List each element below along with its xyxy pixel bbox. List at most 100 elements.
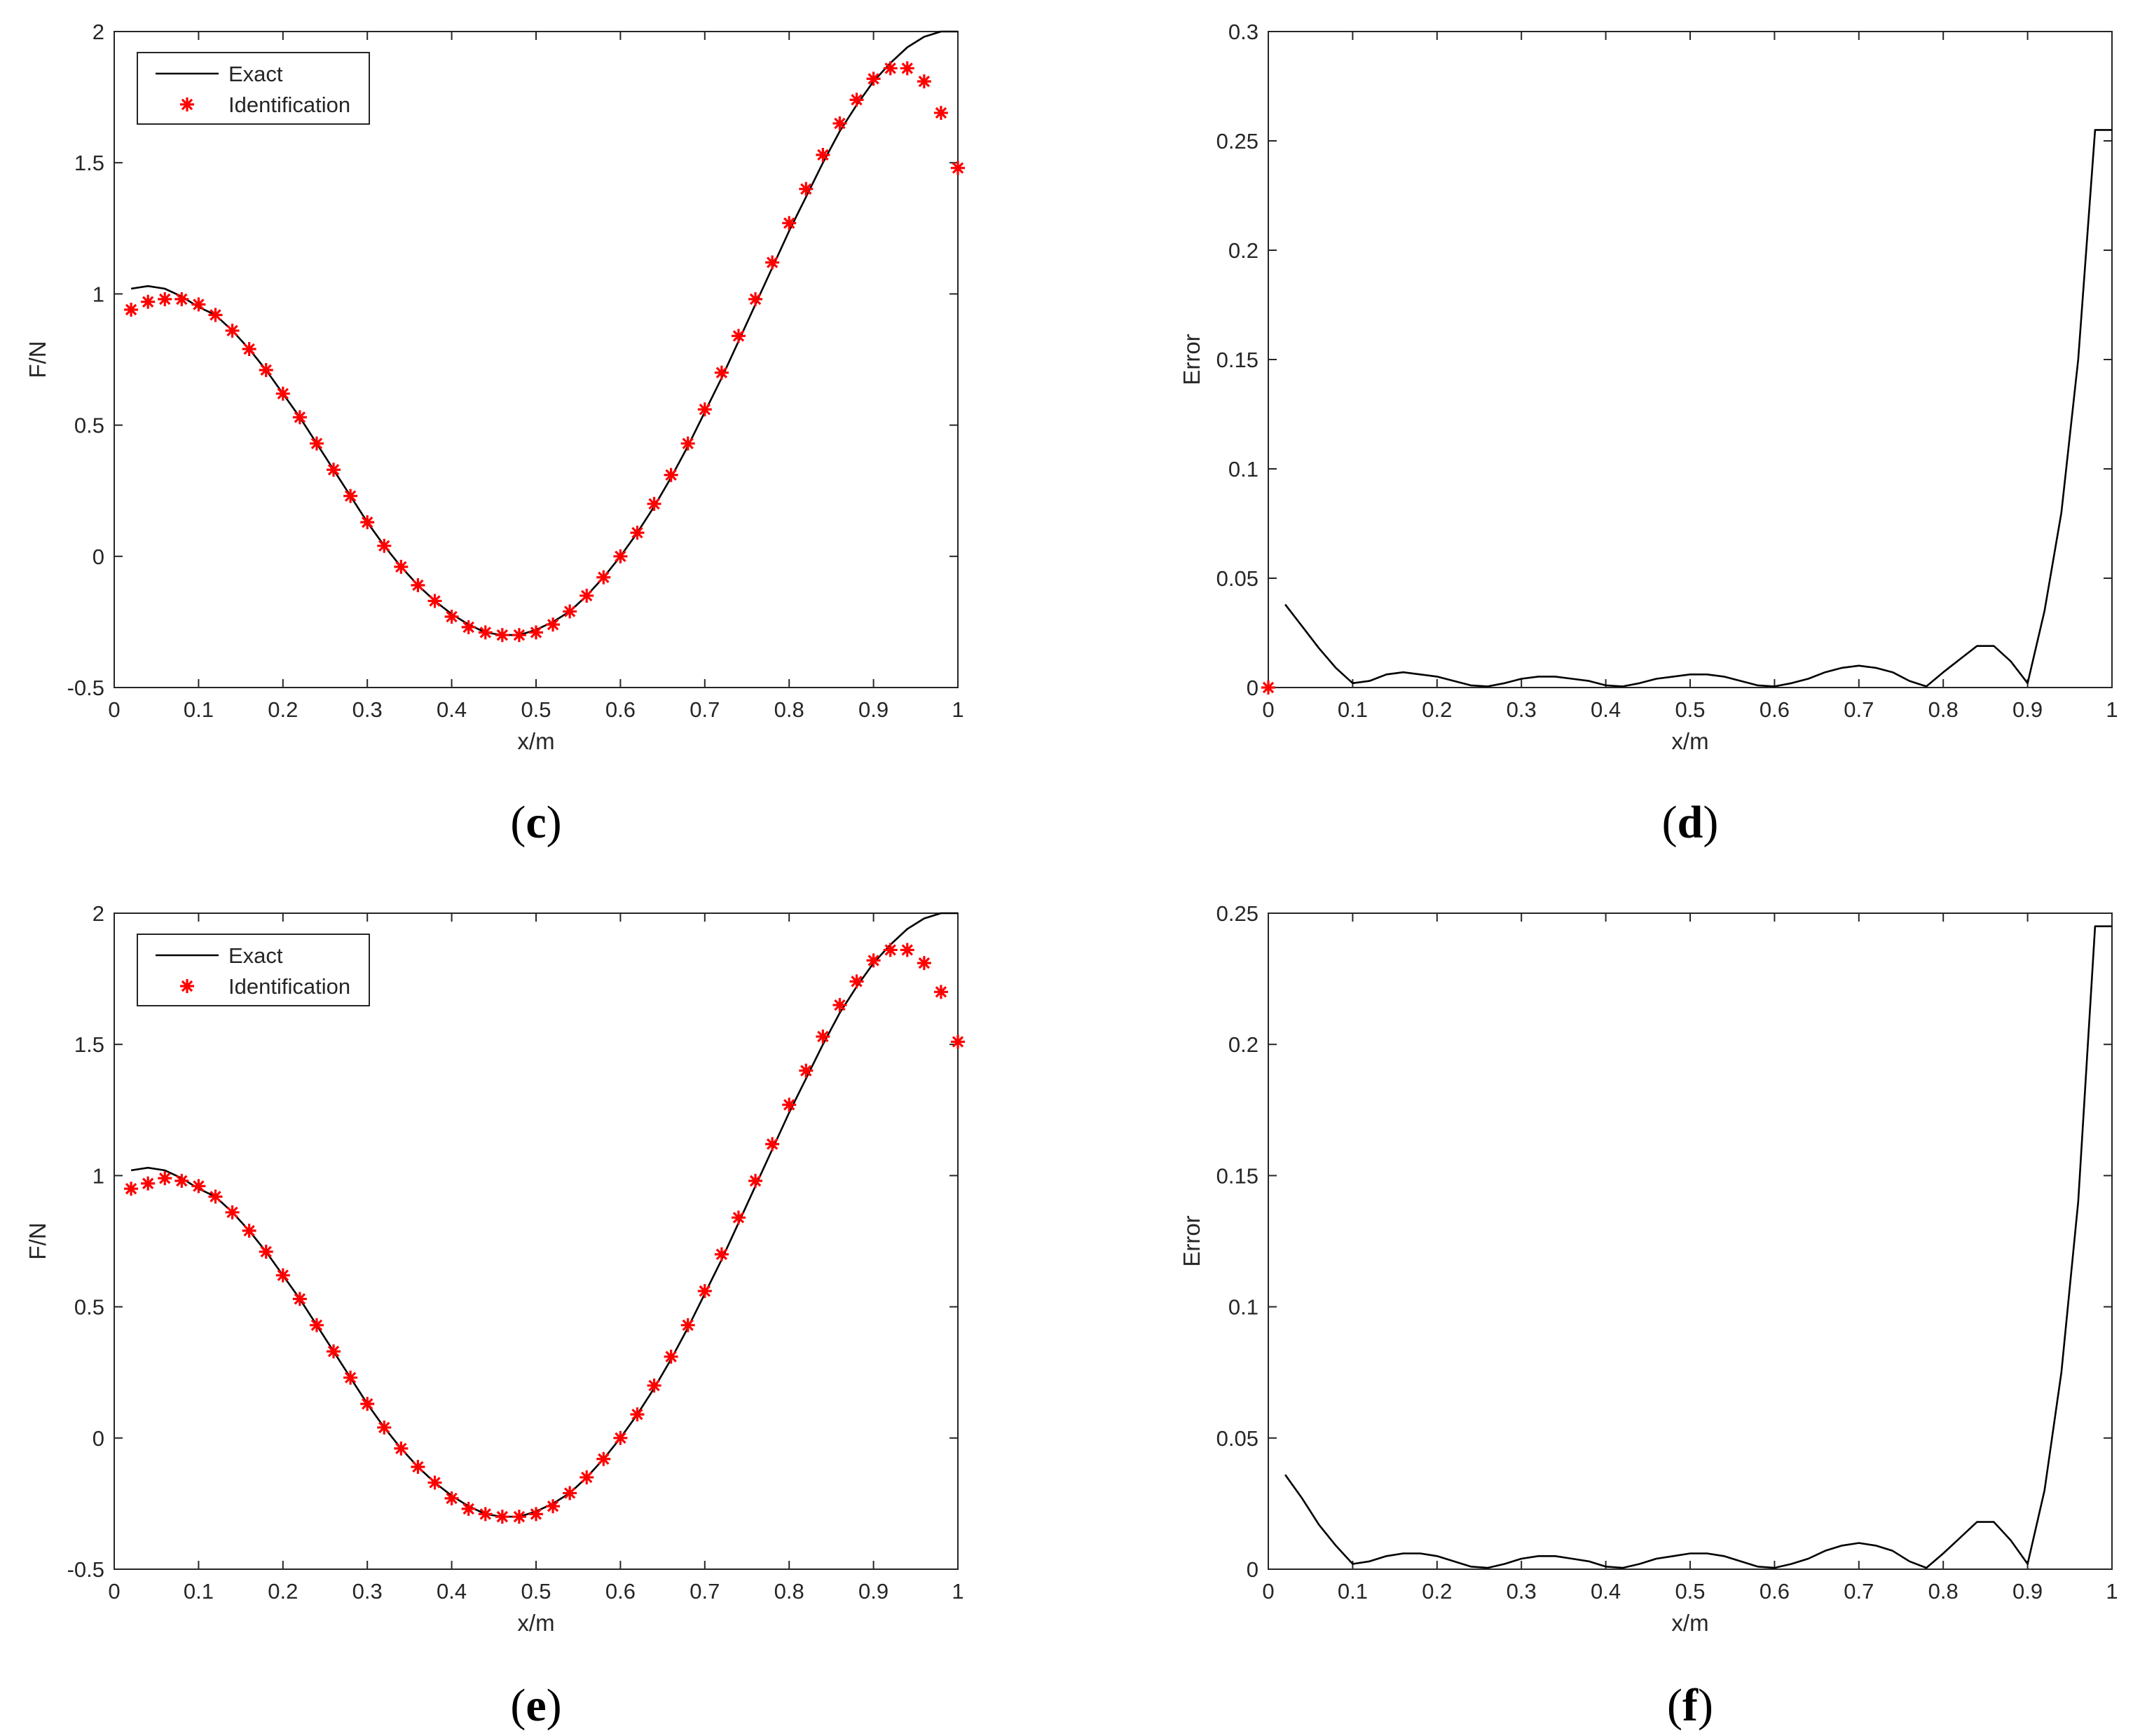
- legend-entry: Identification: [228, 974, 350, 999]
- y-tick-label: 1: [92, 282, 104, 306]
- data-point: [309, 1318, 324, 1332]
- data-point: [849, 974, 864, 989]
- x-tick-label: 0.1: [1338, 697, 1368, 722]
- y-tick-label: 0.1: [1228, 457, 1258, 481]
- y-tick-label: 0.2: [1228, 238, 1258, 263]
- data-point: [529, 625, 543, 640]
- data-point: [141, 1176, 156, 1191]
- data-point: [596, 570, 611, 585]
- data-point: [866, 71, 881, 86]
- x-tick-label: 0.2: [268, 697, 298, 722]
- y-tick-label: 0.05: [1216, 566, 1258, 591]
- legend-entry: Exact: [228, 62, 283, 86]
- data-point: [444, 609, 459, 624]
- x-tick-label: 0.3: [1507, 697, 1537, 722]
- data-point: [512, 1510, 526, 1524]
- x-tick-label: 0: [1262, 1579, 1274, 1604]
- legend-box: [137, 52, 370, 125]
- axes-box: [1268, 31, 2113, 688]
- data-point: [529, 1507, 543, 1522]
- x-tick-label: 0.9: [858, 1579, 889, 1604]
- data-point: [259, 1244, 273, 1259]
- data-point: [832, 116, 847, 131]
- panel-e: 0 0.1 0.2 0.3 0.4 0.5 0.6 0.7 0.8 0.9 1-0.500.511.…: [25, 901, 965, 1636]
- y-tick-label: 0.15: [1216, 1163, 1258, 1188]
- x-tick-label: 0.8: [1928, 697, 1959, 722]
- data-point: [714, 1247, 729, 1262]
- x-tick-label: 0: [108, 697, 120, 722]
- data-point: [377, 538, 392, 553]
- axes-box: [114, 913, 959, 1570]
- legend-entry: Exact: [228, 943, 283, 968]
- data-point: [765, 255, 780, 270]
- x-tick-label: 0: [1262, 697, 1274, 722]
- x-tick-label: 0.6: [1760, 697, 1790, 722]
- data-point: [613, 549, 628, 563]
- legend-marker-swatch: [180, 979, 194, 993]
- data-point: [427, 1475, 442, 1490]
- data-point: [579, 588, 594, 603]
- panel-letter: c: [526, 797, 546, 848]
- series-line-error: [1284, 129, 2112, 688]
- y-tick-label: 0.15: [1216, 348, 1258, 372]
- data-point: [309, 436, 324, 451]
- legend: Exact Identification: [137, 934, 370, 1006]
- data-point: [917, 956, 931, 971]
- x-tick-label: 0.8: [774, 697, 804, 722]
- data-point: [292, 410, 307, 425]
- x-axis-label: x/m: [517, 728, 554, 754]
- data-point: [933, 985, 948, 999]
- data-point: [816, 147, 830, 162]
- x-tick-label: 0.9: [2012, 1579, 2043, 1604]
- data-point: [849, 93, 864, 107]
- x-tick-label: 0.4: [1591, 697, 1621, 722]
- data-point: [563, 1486, 577, 1501]
- data-point: [647, 1378, 661, 1393]
- axes-box: [1268, 913, 2113, 1570]
- data-point: [816, 1029, 830, 1044]
- data-point: [158, 1171, 172, 1186]
- data-point: [343, 1370, 358, 1385]
- data-point: [327, 463, 341, 477]
- x-tick-label: 0.2: [268, 1579, 298, 1604]
- panel-letter: d: [1678, 797, 1703, 848]
- data-point: [664, 467, 678, 482]
- data-point: [613, 1430, 628, 1445]
- x-tick-label: 0.7: [690, 1579, 720, 1604]
- series-line-error: [1284, 925, 2112, 1569]
- data-point: [1261, 681, 1275, 695]
- data-point: [174, 1173, 189, 1188]
- data-point: [866, 953, 881, 968]
- data-point: [731, 329, 746, 343]
- x-tick-label: 0.7: [690, 697, 720, 722]
- x-tick-label: 0.7: [1844, 697, 1874, 722]
- x-tick-label: 1: [952, 697, 963, 722]
- data-point: [933, 106, 948, 121]
- data-point: [360, 515, 375, 530]
- data-point: [579, 1470, 594, 1484]
- data-point: [546, 1499, 561, 1514]
- data-point: [191, 1179, 206, 1194]
- y-tick-label: 0.25: [1216, 129, 1258, 153]
- y-tick-label: 1.5: [74, 1032, 104, 1057]
- y-tick-label: -0.5: [67, 676, 104, 700]
- x-tick-label: 0.6: [605, 697, 636, 722]
- x-tick-label: 0.3: [1507, 1579, 1537, 1604]
- x-tick-label: 1: [952, 1579, 963, 1604]
- data-point: [427, 594, 442, 608]
- x-tick-label: 0.4: [437, 1579, 467, 1604]
- x-tick-label: 0.4: [437, 697, 467, 722]
- data-point: [495, 628, 509, 643]
- data-point: [731, 1210, 746, 1225]
- data-point: [748, 1173, 763, 1188]
- panel-letter: f: [1682, 1680, 1699, 1731]
- legend-entry: Identification: [228, 93, 350, 117]
- data-point: [411, 577, 425, 592]
- legend-box: [137, 934, 370, 1006]
- x-tick-label: 0.5: [521, 697, 551, 722]
- y-tick-label: 0.1: [1228, 1295, 1258, 1320]
- y-tick-label: 0.25: [1216, 901, 1258, 926]
- data-point: [917, 74, 931, 89]
- data-point: [782, 216, 797, 231]
